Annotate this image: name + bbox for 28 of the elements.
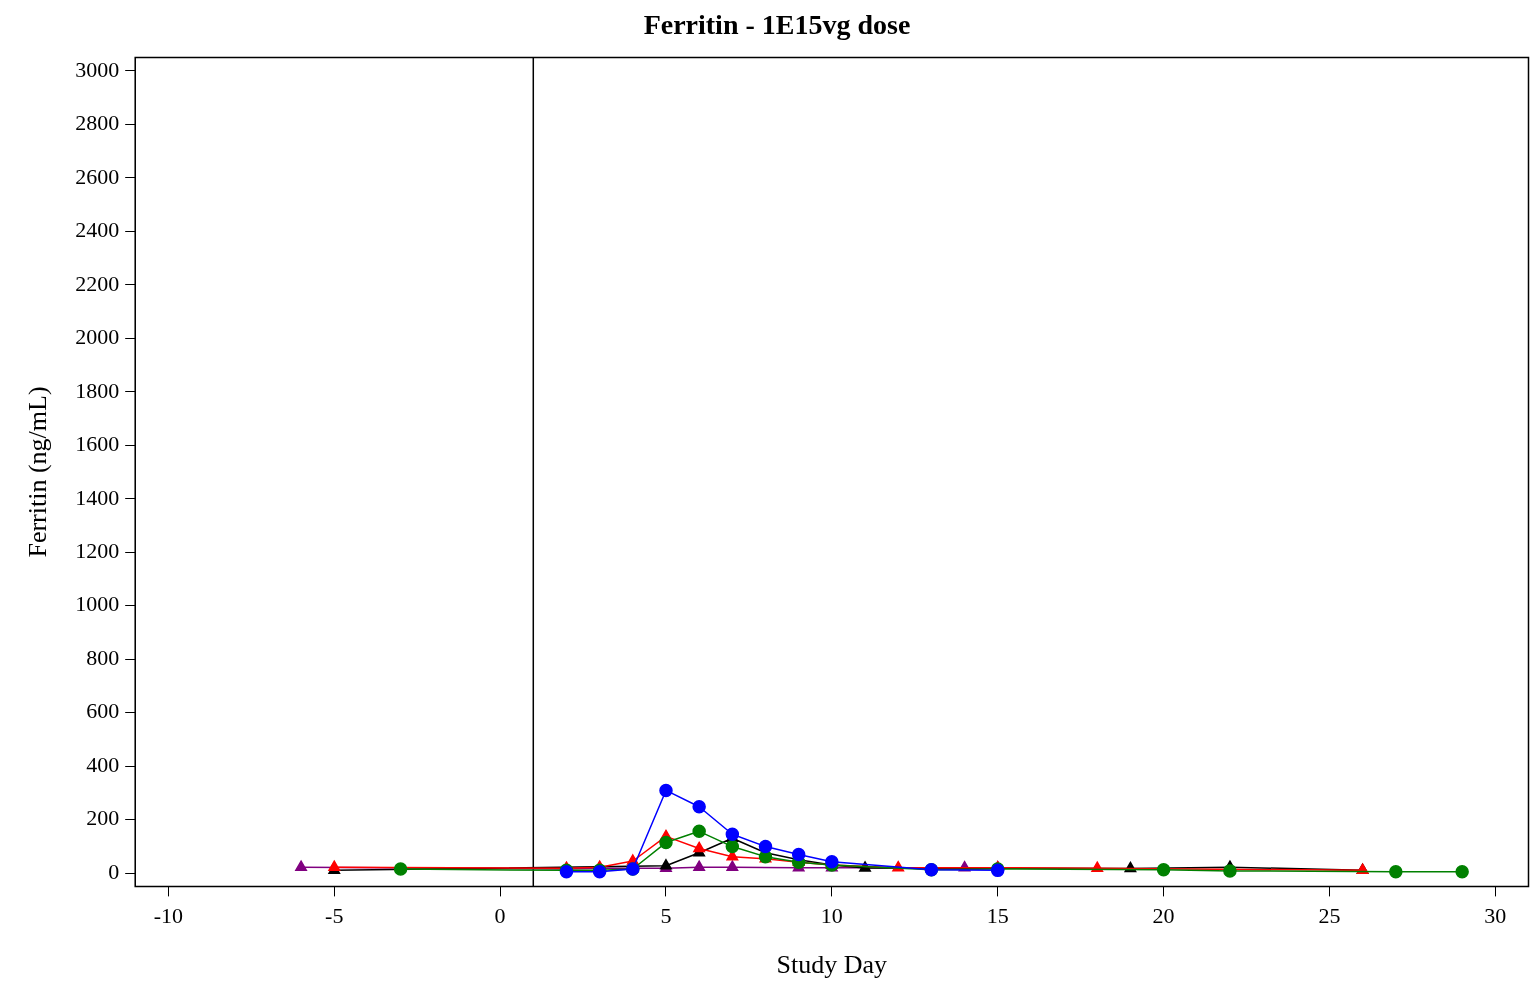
x-tick-label: 15 <box>986 903 1009 929</box>
y-tick-label: 1200 <box>75 537 120 563</box>
y-tick-label: 600 <box>86 698 120 724</box>
y-tick-label: 2400 <box>75 217 120 243</box>
x-tick-label: -10 <box>153 903 184 929</box>
y-tick-label: 800 <box>86 644 120 670</box>
x-tick-label: -5 <box>325 903 344 929</box>
x-tick-label: 30 <box>1484 903 1507 929</box>
y-tick-label: 3000 <box>75 56 120 82</box>
y-tick-label: 0 <box>108 858 120 884</box>
y-tick-label: 2600 <box>75 163 120 189</box>
y-tick-label: 1400 <box>75 484 120 510</box>
y-axis-title: Ferritin (ng/mL) <box>23 386 53 558</box>
x-tick-label: 20 <box>1152 903 1175 929</box>
x-axis-title: Study Day <box>776 950 888 980</box>
y-tick-label: 2200 <box>75 270 120 296</box>
x-tick-label: 10 <box>820 903 843 929</box>
x-tick-label: 0 <box>494 903 506 929</box>
y-tick-label: 200 <box>86 805 120 831</box>
chart-title: Ferritin - 1E15vg dose <box>643 9 911 41</box>
y-tick-label: 1800 <box>75 377 120 403</box>
y-tick-label: 400 <box>86 751 120 777</box>
y-tick-label: 1000 <box>75 591 120 617</box>
y-tick-label: 2000 <box>75 324 120 350</box>
y-tick-label: 1600 <box>75 431 120 457</box>
x-tick-label: 5 <box>660 903 672 929</box>
x-tick-label: 25 <box>1318 903 1341 929</box>
y-tick-label: 2800 <box>75 110 120 136</box>
